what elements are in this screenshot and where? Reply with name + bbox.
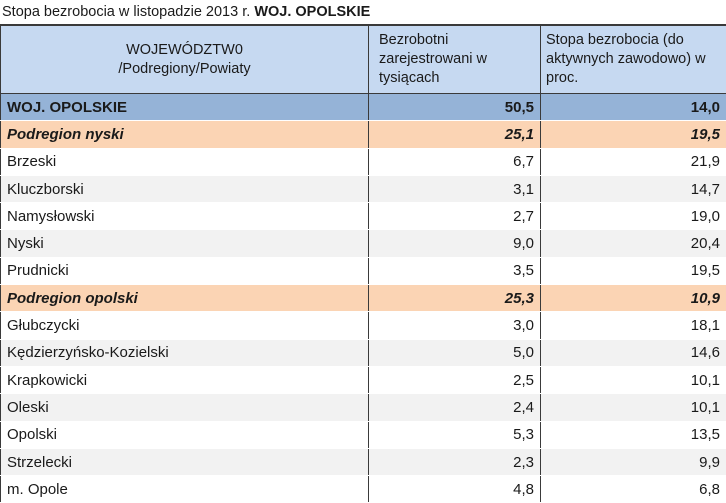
unemployed-cell: 2,7 xyxy=(369,203,541,230)
rate-cell: 19,0 xyxy=(541,203,726,230)
region-name-cell: Prudnicki xyxy=(1,257,369,284)
rate-cell: 14,6 xyxy=(541,339,726,366)
rate-cell: 14,0 xyxy=(541,94,726,121)
unemployed-cell: 5,0 xyxy=(369,339,541,366)
region-name-cell: Strzelecki xyxy=(1,448,369,475)
table-title: Stopa bezrobocia w listopadzie 2013 r. W… xyxy=(2,0,370,24)
region-name-cell: Namysłowski xyxy=(1,203,369,230)
title-bold-region: WOJ. OPOLSKIE xyxy=(254,4,370,20)
rate-cell: 19,5 xyxy=(541,121,726,148)
unemployed-cell: 25,3 xyxy=(369,285,541,312)
region-name-cell: Krapkowicki xyxy=(1,366,369,393)
header-row: WOJEWÓDZTW0 /Podregiony/Powiaty Bezrobot… xyxy=(1,25,726,94)
rate-cell: 10,1 xyxy=(541,366,726,393)
rate-cell: 21,9 xyxy=(541,148,726,175)
unemployed-cell: 50,5 xyxy=(369,94,541,121)
region-name-cell: Brzeski xyxy=(1,148,369,175)
unemployed-cell: 3,0 xyxy=(369,312,541,339)
unemployed-cell: 5,3 xyxy=(369,421,541,448)
unemployed-cell: 2,4 xyxy=(369,394,541,421)
region-name-cell: Nyski xyxy=(1,230,369,257)
unemployed-cell: 2,5 xyxy=(369,366,541,393)
rate-cell: 10,9 xyxy=(541,285,726,312)
unemployed-cell: 25,1 xyxy=(369,121,541,148)
header-region-line2: /Podregiony/Powiaty xyxy=(1,60,368,79)
title-text: Stopa bezrobocia w listopadzie 2013 r. xyxy=(2,4,250,20)
unemployed-cell: 6,7 xyxy=(369,148,541,175)
rate-cell: 19,5 xyxy=(541,257,726,284)
rate-cell: 10,1 xyxy=(541,394,726,421)
rate-cell: 18,1 xyxy=(541,312,726,339)
rate-cell: 9,9 xyxy=(541,448,726,475)
unemployed-cell: 9,0 xyxy=(369,230,541,257)
region-name-cell: Kluczborski xyxy=(1,175,369,202)
unemployed-cell: 4,8 xyxy=(369,476,541,503)
region-name-cell: Kędzierzyńsko-Kozielski xyxy=(1,339,369,366)
rate-cell: 6,8 xyxy=(541,476,726,503)
unemployed-cell: 3,5 xyxy=(369,257,541,284)
region-name-cell: WOJ. OPOLSKIE xyxy=(1,94,369,121)
header-unemployed: Bezrobotni zarejestrowani w tysiącach xyxy=(369,25,541,94)
header-region-line1: WOJEWÓDZTW0 xyxy=(1,41,368,60)
header-rate: Stopa bezrobocia (do aktywnych zawodowo)… xyxy=(541,25,726,94)
unemployment-table: WOJEWÓDZTW0 /Podregiony/Powiaty Bezrobot… xyxy=(0,24,726,503)
rate-cell: 14,7 xyxy=(541,175,726,202)
region-name-cell: m. Opole xyxy=(1,476,369,503)
rate-cell: 20,4 xyxy=(541,230,726,257)
unemployed-cell: 3,1 xyxy=(369,175,541,202)
unemployed-cell: 2,3 xyxy=(369,448,541,475)
region-name-cell: Podregion opolski xyxy=(1,285,369,312)
rate-cell: 13,5 xyxy=(541,421,726,448)
region-name-cell: Głubczycki xyxy=(1,312,369,339)
region-name-cell: Podregion nyski xyxy=(1,121,369,148)
region-name-cell: Opolski xyxy=(1,421,369,448)
region-name-cell: Oleski xyxy=(1,394,369,421)
header-region: WOJEWÓDZTW0 /Podregiony/Powiaty xyxy=(1,25,369,94)
